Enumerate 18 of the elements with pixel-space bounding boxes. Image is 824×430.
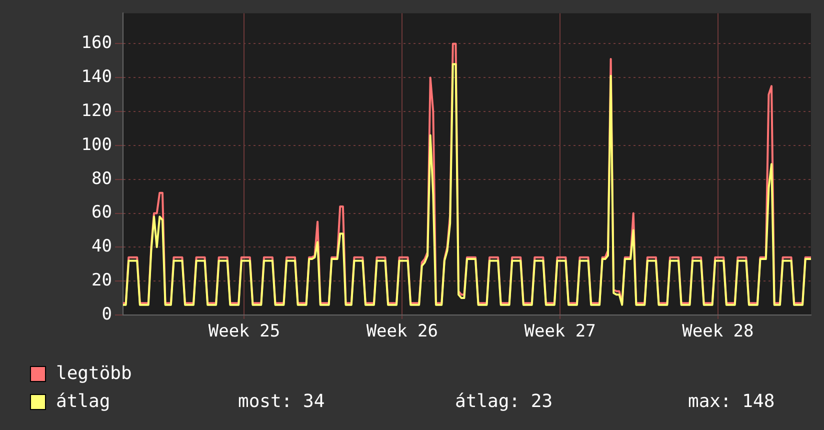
x-tick-label: Week 28 [682, 322, 754, 342]
text: most: 34 [238, 391, 325, 412]
y-tick-label: 40 [92, 236, 112, 257]
y-tick-label: 80 [92, 168, 112, 189]
y-tick-label: 140 [81, 67, 112, 88]
legend-label: átlag [56, 391, 110, 412]
legend-label: legtöbb [56, 363, 132, 384]
y-tick-label: 60 [92, 202, 112, 223]
y-tick-label: 0 [102, 304, 112, 324]
text: átlag: 23 [455, 391, 553, 412]
y-tick-label: 20 [92, 270, 112, 291]
y-tick-label: 120 [81, 100, 112, 121]
y-tick-label: 100 [81, 134, 112, 155]
y-tick-label: 160 [81, 33, 112, 54]
x-tick-label: Week 26 [366, 322, 438, 342]
text: max: 148 [688, 391, 775, 412]
x-tick-label: Week 27 [524, 322, 596, 342]
x-tick-label: Week 25 [208, 322, 280, 342]
